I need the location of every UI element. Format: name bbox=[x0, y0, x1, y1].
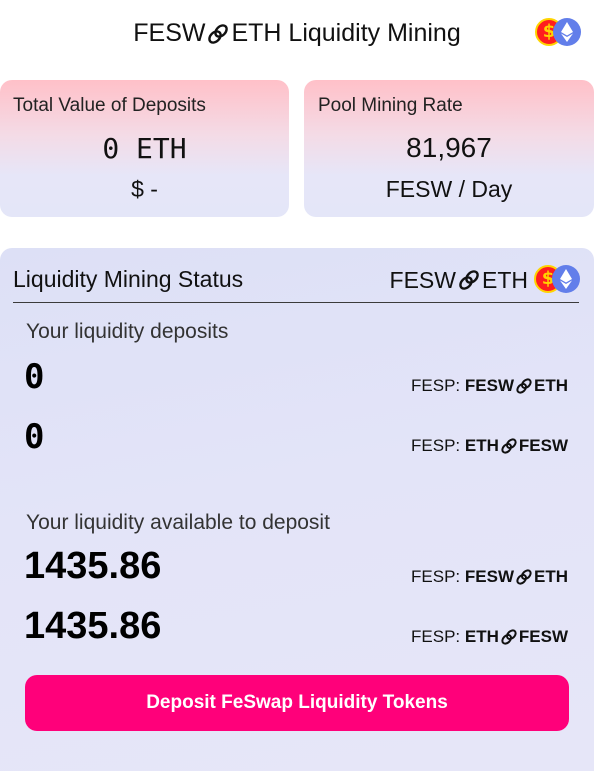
status-token-pair: FESW ETH $ bbox=[390, 264, 580, 296]
page-title: FESW ETH Liquidity Mining bbox=[0, 19, 594, 48]
fesp-token-b: ETH bbox=[534, 567, 568, 586]
available-label: Your liquidity available to deposit bbox=[26, 511, 330, 534]
link-icon bbox=[208, 23, 229, 44]
total-deposits-card: Total Value of Deposits 0 ETH $ - bbox=[0, 80, 289, 217]
deposit-amount-2: 0 bbox=[24, 417, 45, 457]
link-icon bbox=[501, 629, 517, 645]
mining-rate-value: 81,967 bbox=[406, 132, 492, 163]
status-pair-token-a: FESW bbox=[389, 266, 456, 293]
eth-coin-icon bbox=[552, 265, 580, 293]
mining-rate-label: Pool Mining Rate bbox=[318, 95, 463, 116]
mining-rate-unit: FESW / Day bbox=[385, 176, 513, 202]
fesp-token-b: ETH bbox=[534, 376, 568, 395]
fesp-prefix: FESP: bbox=[411, 376, 465, 395]
link-icon bbox=[516, 569, 532, 585]
deposit-liquidity-button[interactable]: Deposit FeSwap Liquidity Tokens bbox=[25, 675, 569, 731]
status-pair-icons: $ bbox=[534, 265, 580, 295]
status-divider bbox=[13, 302, 579, 303]
available-amount-2: 1435.86 bbox=[24, 605, 162, 647]
mining-rate-card: Pool Mining Rate 81,967 FESW / Day bbox=[304, 80, 594, 217]
fesp-pair-row-3: FESP: FESW ETH bbox=[411, 567, 568, 587]
fesp-token-b: FESW bbox=[518, 627, 568, 646]
page-header: FESW ETH Liquidity Mining $ bbox=[0, 0, 594, 70]
token-pair-icons: $ bbox=[535, 18, 581, 48]
fesp-pair-row-1: FESP: FESW ETH bbox=[411, 376, 568, 396]
fesp-pair-row-2: FESP: ETH FESW bbox=[411, 436, 568, 456]
fesp-token-a: ETH bbox=[464, 627, 499, 646]
fesp-token-a: FESW bbox=[464, 376, 514, 395]
status-title: Liquidity Mining Status bbox=[13, 266, 244, 292]
fesp-token-a: ETH bbox=[464, 436, 499, 455]
title-token-a: FESW bbox=[133, 19, 206, 47]
deposit-amount-1: 0 bbox=[24, 357, 45, 397]
total-deposits-label: Total Value of Deposits bbox=[13, 95, 206, 116]
fesp-prefix: FESP: bbox=[411, 627, 465, 646]
available-amount-1: 1435.86 bbox=[24, 545, 162, 587]
eth-coin-icon bbox=[553, 18, 581, 46]
total-deposits-value: 0 ETH bbox=[102, 132, 187, 165]
deposits-label: Your liquidity deposits bbox=[26, 320, 229, 343]
link-icon bbox=[501, 438, 517, 454]
link-icon bbox=[516, 378, 532, 394]
fesp-pair-row-4: FESP: ETH FESW bbox=[411, 627, 568, 647]
total-deposits-usd: $ - bbox=[131, 176, 158, 202]
title-token-b: ETH Liquidity Mining bbox=[231, 19, 461, 47]
fesp-token-b: FESW bbox=[518, 436, 568, 455]
fesp-prefix: FESP: bbox=[411, 436, 465, 455]
fesp-token-a: FESW bbox=[464, 567, 514, 586]
fesp-prefix: FESP: bbox=[411, 567, 465, 586]
link-icon bbox=[459, 270, 479, 290]
status-pair-token-b: ETH bbox=[482, 266, 528, 293]
